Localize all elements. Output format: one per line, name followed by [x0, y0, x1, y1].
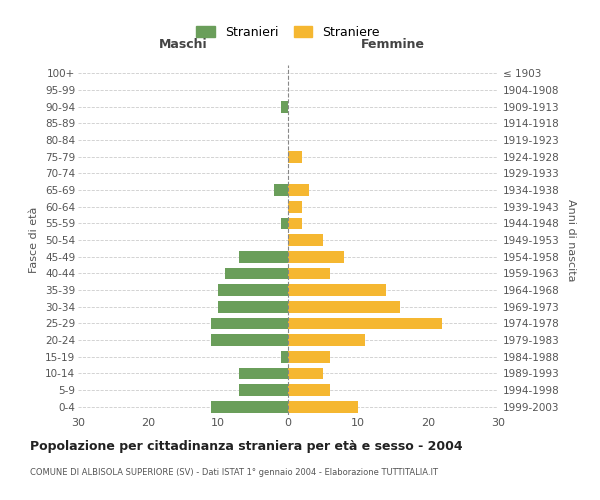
Bar [218, 301, 288, 312]
Bar [274, 184, 288, 196]
Bar [239, 251, 288, 262]
Bar [288, 301, 400, 312]
Bar [281, 218, 288, 229]
Bar [288, 268, 330, 279]
Text: Popolazione per cittadinanza straniera per età e sesso - 2004: Popolazione per cittadinanza straniera p… [30, 440, 463, 453]
Bar [288, 284, 386, 296]
Bar [288, 368, 323, 379]
Bar [218, 284, 288, 296]
Text: COMUNE DI ALBISOLA SUPERIORE (SV) - Dati ISTAT 1° gennaio 2004 - Elaborazione TU: COMUNE DI ALBISOLA SUPERIORE (SV) - Dati… [30, 468, 438, 477]
Bar [288, 218, 302, 229]
Bar [288, 318, 442, 329]
Text: Maschi: Maschi [158, 38, 208, 51]
Bar [239, 384, 288, 396]
Bar [211, 318, 288, 329]
Legend: Stranieri, Straniere: Stranieri, Straniere [193, 22, 383, 42]
Bar [288, 251, 344, 262]
Y-axis label: Anni di nascita: Anni di nascita [566, 198, 576, 281]
Bar [288, 201, 302, 212]
Bar [288, 401, 358, 412]
Text: Femmine: Femmine [361, 38, 425, 51]
Bar [281, 351, 288, 362]
Bar [288, 151, 302, 162]
Bar [225, 268, 288, 279]
Bar [211, 334, 288, 346]
Bar [288, 334, 365, 346]
Bar [288, 351, 330, 362]
Bar [211, 401, 288, 412]
Bar [288, 184, 309, 196]
Bar [288, 384, 330, 396]
Bar [288, 234, 323, 246]
Bar [239, 368, 288, 379]
Y-axis label: Fasce di età: Fasce di età [29, 207, 40, 273]
Bar [281, 101, 288, 112]
